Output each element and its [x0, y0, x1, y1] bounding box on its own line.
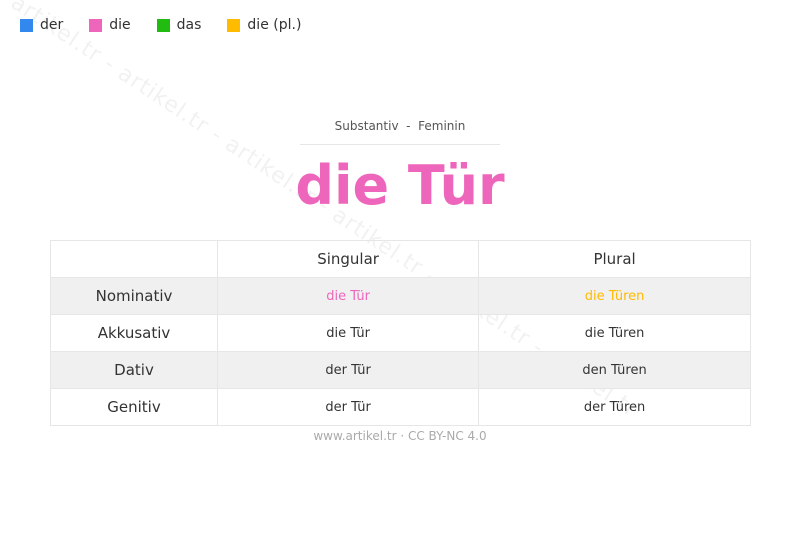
- case-label: Genitiv: [50, 388, 218, 426]
- word-type-subtitle: Substantiv - Feminin: [334, 119, 466, 133]
- column-header: [50, 240, 218, 278]
- legend-item-das: das: [156, 17, 202, 33]
- plural-cell: der Türen: [478, 388, 751, 426]
- table-row: Dativ der Tür den Türen: [50, 351, 751, 389]
- legend-item-die: die: [89, 17, 131, 33]
- color-swatch: [20, 18, 33, 32]
- column-header-singular: Singular: [216, 240, 480, 278]
- legend-label: die: [109, 17, 131, 33]
- legend-label: das: [176, 17, 202, 33]
- table-row: Nominativ die Tür die Türen: [50, 277, 751, 315]
- singular-cell: der Tür: [216, 351, 480, 389]
- singular-cell: die Tür: [216, 314, 480, 352]
- color-swatch: [156, 18, 170, 32]
- legend-item-die-plural: die (pl.): [227, 17, 301, 33]
- singular-cell: der Tür: [216, 388, 480, 426]
- footer-credit: www.artikel.tr · CC BY-NC 4.0: [313, 429, 487, 443]
- color-swatch: [89, 18, 103, 32]
- table-row: Akkusativ die Tür die Türen: [50, 314, 751, 352]
- plural-cell: die Türen: [478, 314, 751, 352]
- case-label: Dativ: [50, 351, 218, 389]
- legend-label: der: [40, 17, 64, 33]
- legend-label: die (pl.): [247, 17, 302, 33]
- case-label: Nominativ: [50, 277, 218, 315]
- color-swatch: [227, 18, 241, 32]
- case-label: Akkusativ: [50, 314, 218, 352]
- table-row: Genitiv der Tür der Türen: [50, 388, 751, 426]
- gender-legend: der die das die (pl.): [20, 17, 327, 33]
- declension-table: Singular Plural Nominativ die Tür die Tü…: [50, 240, 751, 426]
- plural-cell: den Türen: [478, 351, 751, 389]
- plural-cell: die Türen: [478, 277, 751, 315]
- divider: [300, 144, 500, 145]
- singular-cell: die Tür: [216, 277, 480, 315]
- column-header-plural: Plural: [478, 240, 751, 278]
- table-header-row: Singular Plural: [50, 240, 751, 278]
- page-title: die Tür: [295, 154, 505, 217]
- legend-item-der: der: [20, 17, 63, 33]
